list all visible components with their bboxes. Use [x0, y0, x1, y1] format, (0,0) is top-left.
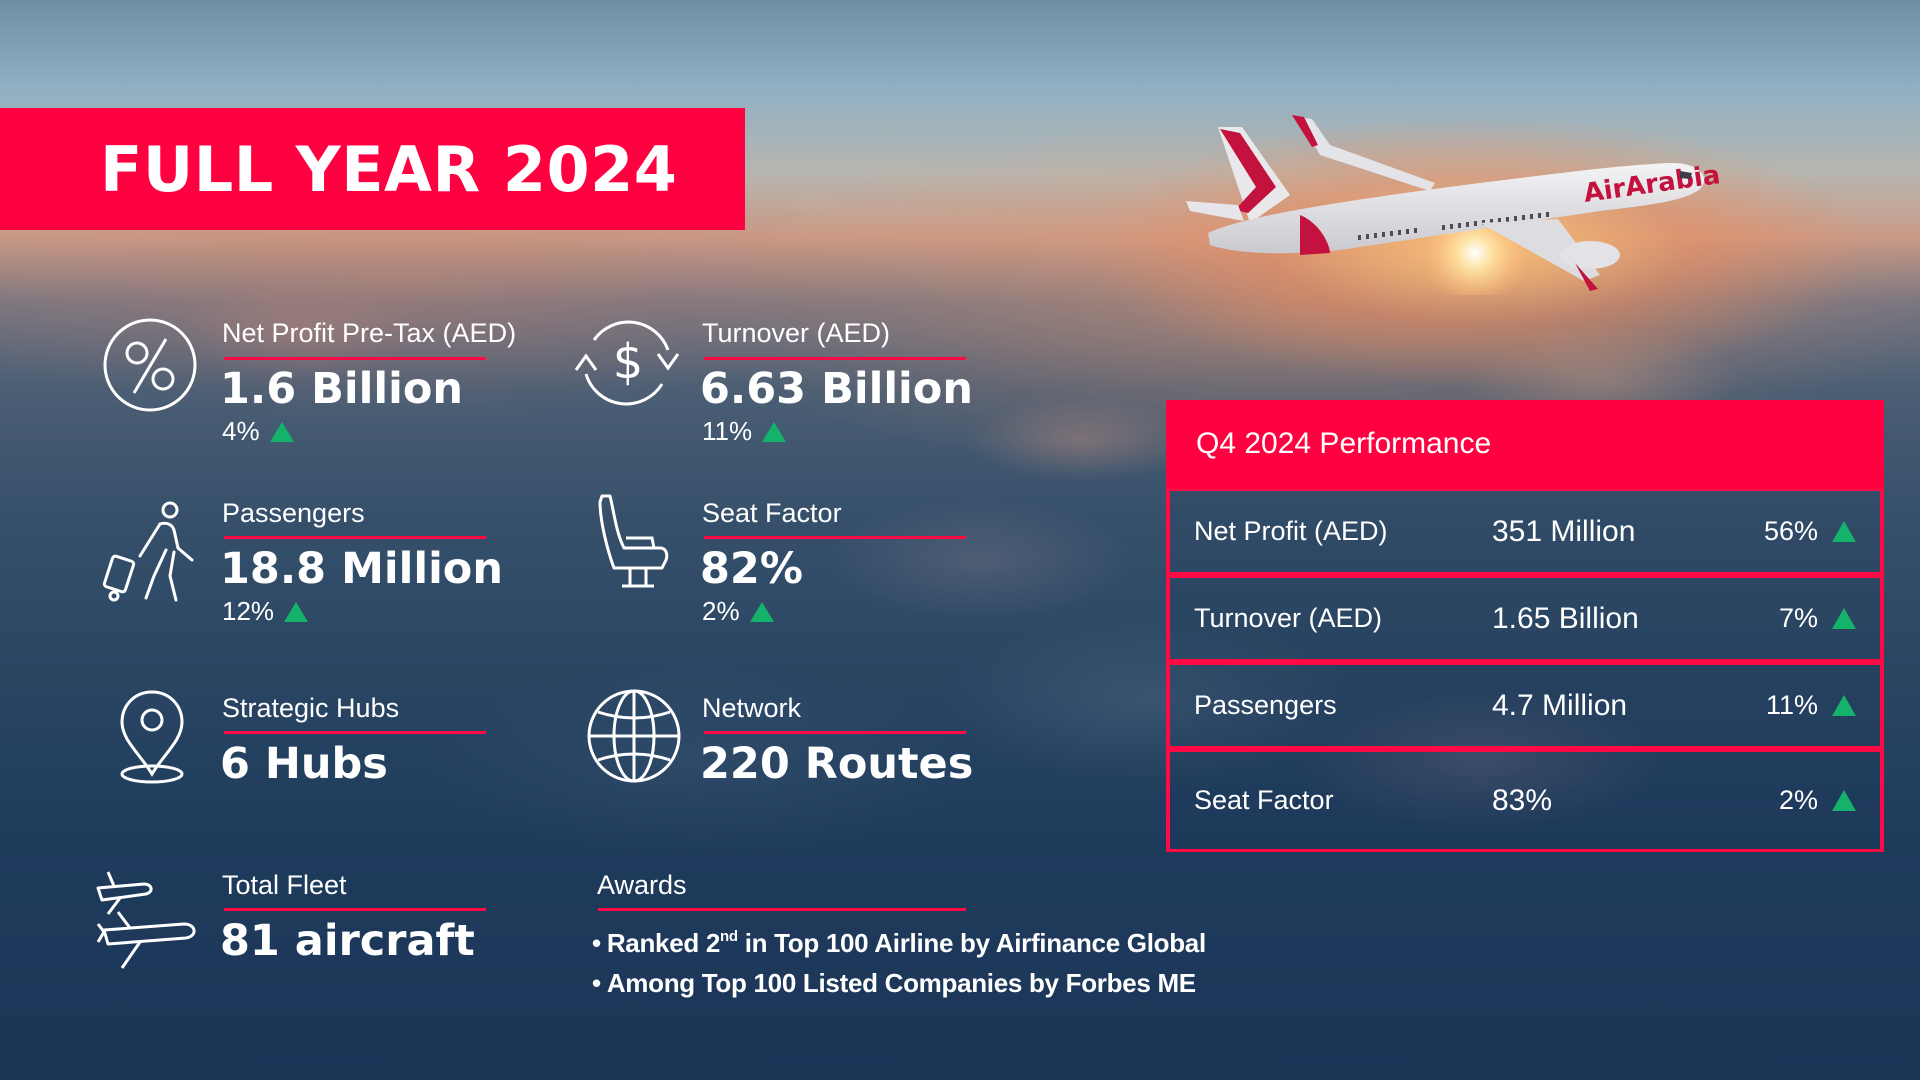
- divider-line: [704, 536, 966, 539]
- row-value: 83%: [1492, 783, 1553, 817]
- traveler-luggage-icon: [102, 501, 194, 602]
- stat-value: 220 Routes: [700, 739, 974, 789]
- divider-line: [224, 357, 486, 360]
- change-percent: 4%: [222, 416, 260, 446]
- divider-line: [224, 731, 486, 734]
- stat-label: Net Profit Pre-Tax (AED): [222, 318, 517, 348]
- divider-line: [704, 731, 966, 734]
- row-label: Seat Factor: [1194, 785, 1334, 815]
- up-arrow-icon: [749, 601, 774, 622]
- divider-line: [704, 357, 966, 360]
- row-label: Passengers: [1194, 690, 1337, 720]
- row-value: 4.7 Million: [1492, 688, 1628, 722]
- row-value: 1.65 Billion: [1492, 601, 1639, 635]
- stat-label: Turnover (AED): [702, 318, 891, 348]
- divider-line: [598, 908, 966, 911]
- stat-label: Strategic Hubs: [222, 693, 400, 723]
- stat-value: 82%: [700, 544, 803, 594]
- table-row: Net Profit (AED) 351 Million 56%: [1166, 488, 1884, 575]
- row-change: 2%: [1779, 785, 1856, 816]
- up-arrow-icon: [1832, 608, 1856, 629]
- page-title: FULL YEAR 2024: [100, 132, 678, 206]
- airplane-illustration: AirArabia: [1186, 115, 1722, 295]
- stat-value: 81 aircraft: [220, 916, 475, 966]
- up-arrow-icon: [284, 601, 309, 622]
- table-row: Seat Factor 83% 2%: [1166, 749, 1884, 852]
- stat-change: 4%: [222, 416, 294, 447]
- award-item: • Among Top 100 Listed Companies by Forbe…: [592, 968, 1196, 998]
- up-arrow-icon: [1832, 521, 1856, 542]
- stat-label: Seat Factor: [702, 498, 842, 528]
- award-item: • Ranked 2nd in Top 100 Airline by Airfin…: [592, 928, 1206, 958]
- row-label: Net Profit (AED): [1194, 516, 1388, 546]
- divider-line: [224, 536, 486, 539]
- stat-value: 18.8 Million: [220, 544, 503, 594]
- stat-change: 12%: [222, 596, 309, 627]
- q4-title: Q4 2024 Performance: [1196, 427, 1492, 460]
- row-change: 56%: [1764, 516, 1856, 547]
- airplanes-icon: [96, 871, 196, 969]
- up-arrow-icon: [269, 421, 294, 442]
- q4-performance-panel: Q4 2024 Performance Net Profit (AED) 351…: [1166, 400, 1884, 852]
- divider-line: [224, 908, 486, 911]
- dollar-cycle-icon: $: [574, 320, 680, 406]
- up-arrow-icon: [762, 421, 787, 442]
- svg-text:$: $: [613, 334, 644, 390]
- change-percent: 11%: [702, 416, 753, 446]
- percent-circle-icon: [103, 318, 197, 412]
- stat-value: 6 Hubs: [220, 739, 388, 789]
- q4-header: Q4 2024 Performance: [1166, 400, 1884, 488]
- stat-label: Total Fleet: [222, 870, 347, 900]
- change-percent: 12%: [222, 596, 275, 626]
- awards-label: Awards: [597, 870, 687, 900]
- row-label: Turnover (AED): [1194, 603, 1383, 633]
- stat-change: 2%: [702, 596, 774, 627]
- stat-label: Network: [702, 693, 802, 723]
- change-percent: 2%: [702, 596, 740, 626]
- up-arrow-icon: [1832, 695, 1856, 716]
- row-value: 351 Million: [1492, 514, 1636, 548]
- stat-change: 11%: [702, 416, 787, 447]
- awards-list: • Ranked 2nd in Top 100 Airline by Airfin…: [592, 920, 1206, 1000]
- up-arrow-icon: [1832, 790, 1856, 811]
- globe-icon: [587, 689, 681, 783]
- title-banner: FULL YEAR 2024: [0, 108, 745, 230]
- row-change: 11%: [1766, 690, 1856, 721]
- table-row: Turnover (AED) 1.65 Billion 7%: [1166, 575, 1884, 662]
- stat-value: 1.6 Billion: [220, 364, 464, 414]
- row-change: 7%: [1779, 603, 1856, 634]
- stat-label: Passengers: [222, 498, 365, 528]
- table-row: Passengers 4.7 Million 11%: [1166, 662, 1884, 749]
- stat-value: 6.63 Billion: [700, 364, 973, 414]
- airline-seat-icon: [598, 494, 669, 588]
- map-pin-icon: [120, 690, 184, 784]
